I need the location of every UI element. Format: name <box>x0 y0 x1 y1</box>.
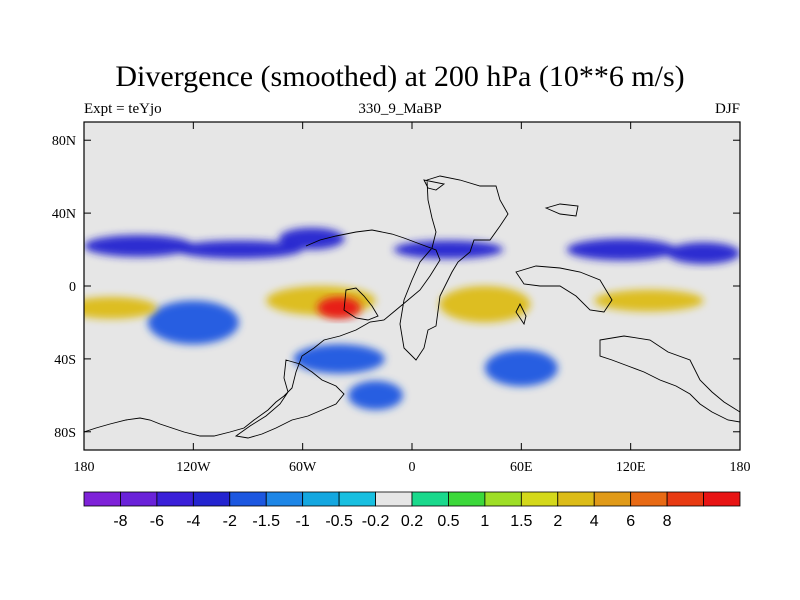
colorbar-label: -2 <box>223 513 237 530</box>
colorbar-label: 1.5 <box>510 513 532 530</box>
field-blob <box>566 238 677 261</box>
field-blob <box>84 234 194 257</box>
colorbar-box <box>666 491 704 507</box>
colorbar-box <box>156 491 194 507</box>
plot-background <box>84 122 740 450</box>
northern-subtropical-convergence-band <box>84 227 740 265</box>
colorbar-box <box>229 491 267 507</box>
field-blob <box>393 240 504 259</box>
field-blob <box>293 344 385 374</box>
field-blob <box>175 240 303 259</box>
colorbar-box <box>83 491 121 507</box>
field-blob <box>667 242 740 265</box>
colorbar-label: 0.2 <box>401 513 423 530</box>
colorbar-box <box>557 491 595 507</box>
x-tick-label: 180 <box>730 460 751 475</box>
field-blob <box>84 296 157 319</box>
colorbar-box <box>520 491 559 507</box>
colorbar-label: -4 <box>186 513 200 530</box>
colorbar-box <box>593 491 632 507</box>
colorbar-label: -6 <box>150 513 164 530</box>
x-tick-label: 180 <box>74 460 95 475</box>
field-blob <box>439 286 531 323</box>
field-blob <box>348 380 403 410</box>
colorbar-box <box>120 491 158 507</box>
x-tick-label: 60E <box>510 460 533 475</box>
colorbar-box <box>411 491 449 507</box>
colorbar-label: 4 <box>590 513 599 530</box>
field-blob <box>594 289 704 312</box>
colorbar-box <box>703 491 741 507</box>
experiment-label: Expt = teYjo <box>84 101 162 117</box>
y-tick-label: 0 <box>69 280 76 295</box>
plot-area <box>83 121 741 451</box>
colorbar-label: -0.5 <box>325 513 353 530</box>
x-tick-label: 60W <box>289 460 317 475</box>
colorbar-label: -1 <box>296 513 310 530</box>
x-tick-label: 0 <box>409 460 416 475</box>
colorbar-label: -0.2 <box>362 513 390 530</box>
colorbar-box <box>375 491 413 507</box>
divergence-field <box>84 227 740 410</box>
y-tick-label: 80N <box>52 134 76 149</box>
y-tick-label: 40N <box>52 207 76 222</box>
colorbar-box <box>448 491 486 507</box>
chart-title: Divergence (smoothed) at 200 hPa (10**6 … <box>115 60 685 93</box>
x-axis: 180 120W 60W 0 60E 120E 180 <box>74 122 751 475</box>
colorbar-label: 2 <box>553 513 562 530</box>
x-tick-label: 120W <box>176 460 211 475</box>
land-outline <box>84 175 740 439</box>
colorbar-label: 6 <box>626 513 635 530</box>
colorbar-label: 0.5 <box>437 513 459 530</box>
colorbar-box <box>338 491 376 507</box>
south-america-divergence-core <box>317 296 361 319</box>
y-tick-label: 80S <box>54 426 76 441</box>
colorbar-label: -1.5 <box>252 513 280 530</box>
colorbar-box <box>630 491 668 507</box>
season-label: DJF <box>714 101 740 117</box>
case-label: 330_9_MaBP <box>358 101 442 117</box>
colorbar: -8 -6 -4 -2 -1.5 -1 -0.5 -0.2 0.2 0.5 1 1.5 2 4 6 8 <box>83 491 741 530</box>
field-blob <box>278 227 345 250</box>
colorbar-box <box>484 491 522 507</box>
colorbar-box <box>265 491 304 507</box>
colorbar-label: 1 <box>480 513 489 530</box>
y-tick-label: 40S <box>54 353 76 368</box>
y-axis: 80N 40N 0 40S 80S <box>52 134 740 441</box>
equatorial-divergence-band <box>84 286 704 323</box>
field-blob <box>484 349 558 387</box>
colorbar-box <box>192 491 231 507</box>
colorbar-label: 8 <box>663 513 672 530</box>
x-tick-label: 120E <box>616 460 646 475</box>
field-blob <box>147 300 239 345</box>
colorbar-label: -8 <box>113 513 127 530</box>
southern-convergence-areas <box>147 300 558 410</box>
field-blob <box>317 296 361 319</box>
colorbar-box <box>302 491 340 507</box>
